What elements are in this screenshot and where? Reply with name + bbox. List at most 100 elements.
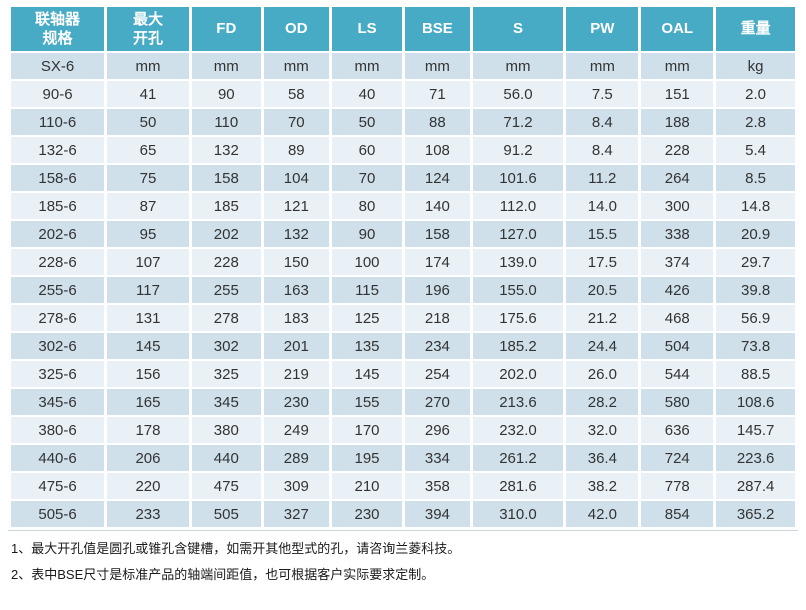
table-cell: 380-6 <box>11 417 105 443</box>
table-cell: 139.0 <box>472 249 564 275</box>
table-row: 90-6 41 90 58 40 71 56.0 7.5 151 2.0 <box>11 81 795 107</box>
table-cell: 89 <box>263 137 329 163</box>
table-cell: 778 <box>641 473 714 499</box>
table-cell: 468 <box>641 305 714 331</box>
table-cell: 228 <box>191 249 261 275</box>
table-cell: 88.5 <box>716 361 795 387</box>
table-cell: 36.4 <box>566 445 639 471</box>
column-header: 最大 开孔 <box>107 7 189 51</box>
table-cell: 345-6 <box>11 389 105 415</box>
table-cell: 140 <box>405 193 470 219</box>
table-cell: 50 <box>107 109 189 135</box>
table-cell: 155 <box>331 389 403 415</box>
table-cell: 117 <box>107 277 189 303</box>
table-cell: mm <box>405 53 470 79</box>
table-cell: 95 <box>107 221 189 247</box>
table-cell: 11.2 <box>566 165 639 191</box>
table-cell: 281.6 <box>472 473 564 499</box>
table-cell: 163 <box>263 277 329 303</box>
table-cell: 56.0 <box>472 81 564 107</box>
table-cell: 230 <box>263 389 329 415</box>
table-cell: 5.4 <box>716 137 795 163</box>
table-cell: 90 <box>331 221 403 247</box>
table-cell: 38.2 <box>566 473 639 499</box>
table-cell: 41 <box>107 81 189 107</box>
table-header-row: 联轴器 规格 最大 开孔 FD OD LS BSE S PW OAL 重量 <box>11 7 795 51</box>
column-header: 重量 <box>716 7 795 51</box>
column-header: BSE <box>405 7 470 51</box>
table-cell: 220 <box>107 473 189 499</box>
table-cell: 255 <box>191 277 261 303</box>
table-cell: 394 <box>405 501 470 527</box>
table-cell: 132-6 <box>11 137 105 163</box>
table-cell: 39.8 <box>716 277 795 303</box>
table-cell: 104 <box>263 165 329 191</box>
table-cell: 296 <box>405 417 470 443</box>
column-header: OD <box>263 7 329 51</box>
coupling-spec-table-wrap: 联轴器 规格 最大 开孔 FD OD LS BSE S PW OAL 重量 SX-6 mm mm mm m… <box>8 5 798 531</box>
table-row: 325-6 156 325 219 145 254 202.0 26.0 544 88.5 <box>11 361 795 387</box>
table-row: 185-6 87 185 121 80 140 112.0 14.0 300 14.8 <box>11 193 795 219</box>
table-cell: 91.2 <box>472 137 564 163</box>
table-cell: 165 <box>107 389 189 415</box>
table-cell: 71.2 <box>472 109 564 135</box>
table-cell: 20.9 <box>716 221 795 247</box>
table-cell: 213.6 <box>472 389 564 415</box>
table-cell: 50 <box>331 109 403 135</box>
table-cell: mm <box>331 53 403 79</box>
table-cell: 131 <box>107 305 189 331</box>
table-cell: 75 <box>107 165 189 191</box>
table-cell: 358 <box>405 473 470 499</box>
table-cell: 8.4 <box>566 109 639 135</box>
table-cell: 475 <box>191 473 261 499</box>
footnotes: 1、最大开孔值是圆孔或锥孔含键槽，如需开其他型式的孔，请咨询兰菱科技。 2、表中… <box>8 531 798 584</box>
table-cell: 218 <box>405 305 470 331</box>
table-cell: 145 <box>107 333 189 359</box>
table-row: 302-6 145 302 201 135 234 185.2 24.4 504 73.8 <box>11 333 795 359</box>
table-cell: 56.9 <box>716 305 795 331</box>
table-cell: 156 <box>107 361 189 387</box>
table-cell: 151 <box>641 81 714 107</box>
table-cell: 505-6 <box>11 501 105 527</box>
table-cell: 112.0 <box>472 193 564 219</box>
table-cell: 87 <box>107 193 189 219</box>
table-cell: 505 <box>191 501 261 527</box>
table-cell: 127.0 <box>472 221 564 247</box>
table-cell: 338 <box>641 221 714 247</box>
table-cell: 289 <box>263 445 329 471</box>
column-header: PW <box>566 7 639 51</box>
table-row: 440-6 206 440 289 195 334 261.2 36.4 724 223.6 <box>11 445 795 471</box>
table-row: 255-6 117 255 163 115 196 155.0 20.5 426 39.8 <box>11 277 795 303</box>
table-cell: mm <box>263 53 329 79</box>
table-cell: 278 <box>191 305 261 331</box>
table-cell: 202.0 <box>472 361 564 387</box>
table-row: 380-6 178 380 249 170 296 232.0 32.0 636 145.7 <box>11 417 795 443</box>
table-cell: 188 <box>641 109 714 135</box>
table-row: 158-6 75 158 104 70 124 101.6 11.2 264 8.5 <box>11 165 795 191</box>
table-cell: 158 <box>405 221 470 247</box>
table-cell: 65 <box>107 137 189 163</box>
footnote-1: 1、最大开孔值是圆孔或锥孔含键槽，如需开其他型式的孔，请咨询兰菱科技。 <box>11 541 461 556</box>
table-cell: 309 <box>263 473 329 499</box>
table-cell: 155.0 <box>472 277 564 303</box>
table-cell: 327 <box>263 501 329 527</box>
table-cell: 17.5 <box>566 249 639 275</box>
table-cell: 426 <box>641 277 714 303</box>
column-header: OAL <box>641 7 714 51</box>
table-cell: 287.4 <box>716 473 795 499</box>
table-cell: 440 <box>191 445 261 471</box>
table-cell: 854 <box>641 501 714 527</box>
table-cell: 544 <box>641 361 714 387</box>
table-cell: 475-6 <box>11 473 105 499</box>
table-cell: 302 <box>191 333 261 359</box>
table-cell: 135 <box>331 333 403 359</box>
table-cell: 196 <box>405 277 470 303</box>
table-cell: 60 <box>331 137 403 163</box>
table-cell: 101.6 <box>472 165 564 191</box>
table-cell: 185-6 <box>11 193 105 219</box>
table-cell: 8.4 <box>566 137 639 163</box>
table-cell: 325 <box>191 361 261 387</box>
table-cell: 202-6 <box>11 221 105 247</box>
table-cell: 255-6 <box>11 277 105 303</box>
table-cell: 233 <box>107 501 189 527</box>
